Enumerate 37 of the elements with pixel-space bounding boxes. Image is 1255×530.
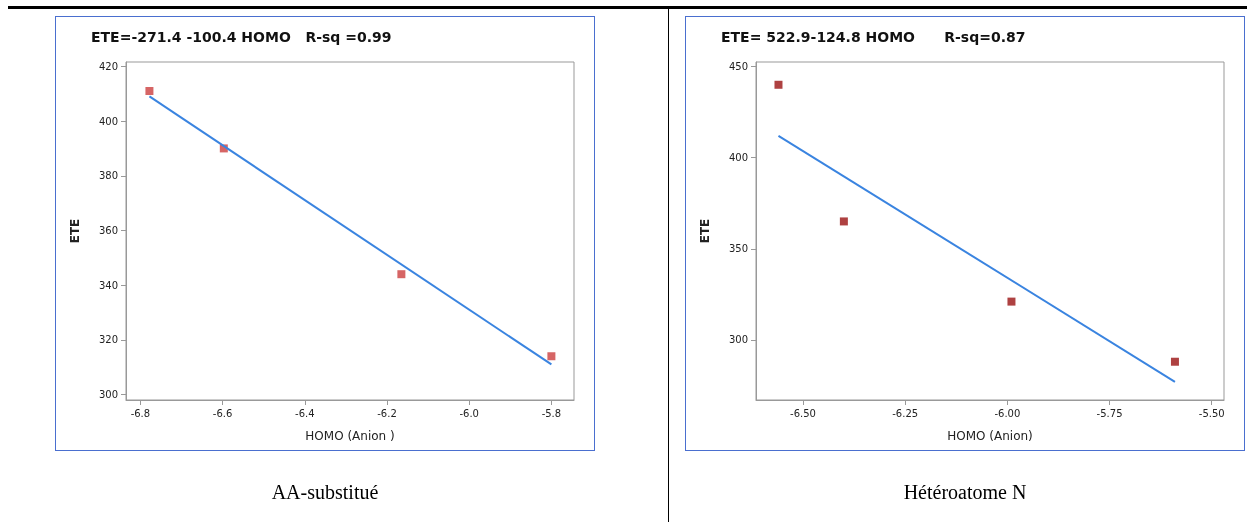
x-tick-label: -6.2 <box>377 407 397 419</box>
point <box>547 352 556 361</box>
y-tick-label: 350 <box>728 243 748 255</box>
point <box>145 86 154 95</box>
y-tick-label: 300 <box>728 334 748 346</box>
x-tick-label: -6.0 <box>459 407 479 419</box>
x-axis-title: HOMO (Anion) <box>947 429 1033 443</box>
y-tick-label: 320 <box>98 334 118 346</box>
x-tick-label: -6.6 <box>212 407 233 419</box>
x-tick-label: -6.4 <box>295 407 315 419</box>
y-axis-title: ETE <box>698 218 712 244</box>
y-axis-title: ETE <box>68 218 82 244</box>
y-tick-label: 400 <box>98 115 118 127</box>
y-tick-label: 450 <box>728 61 748 73</box>
point <box>1007 297 1016 306</box>
point <box>397 270 406 279</box>
y-tick-label: 340 <box>98 279 118 291</box>
x-tick-label: -6.25 <box>892 407 919 419</box>
x-tick-label: -5.8 <box>541 407 562 419</box>
x-tick-label: -6.00 <box>994 407 1021 419</box>
text: AA-substitué <box>270 481 380 504</box>
text: Hétéroatome N <box>902 481 1028 504</box>
chart-title: ETE=-271.4 -100.4 HOMO R-sq =0.99 <box>91 29 392 45</box>
y-tick-label: 300 <box>98 389 118 401</box>
x-tick-label: -6.50 <box>790 407 816 419</box>
y-tick-label: 360 <box>98 224 118 236</box>
point <box>839 217 848 226</box>
y-tick-label: 380 <box>98 170 118 182</box>
point <box>774 80 783 89</box>
point <box>1170 357 1179 366</box>
x-tick-label: -6.8 <box>130 407 151 419</box>
y-tick-label: 400 <box>728 152 748 164</box>
x-axis-title: HOMO (Anion ) <box>305 429 395 443</box>
y-tick-label: 420 <box>98 60 118 72</box>
x-tick-label: -5.75 <box>1096 407 1123 419</box>
chart-title: ETE= 522.9-124.8 HOMO R-sq=0.87 <box>721 29 1026 45</box>
x-tick-label: -5.50 <box>1198 407 1225 419</box>
